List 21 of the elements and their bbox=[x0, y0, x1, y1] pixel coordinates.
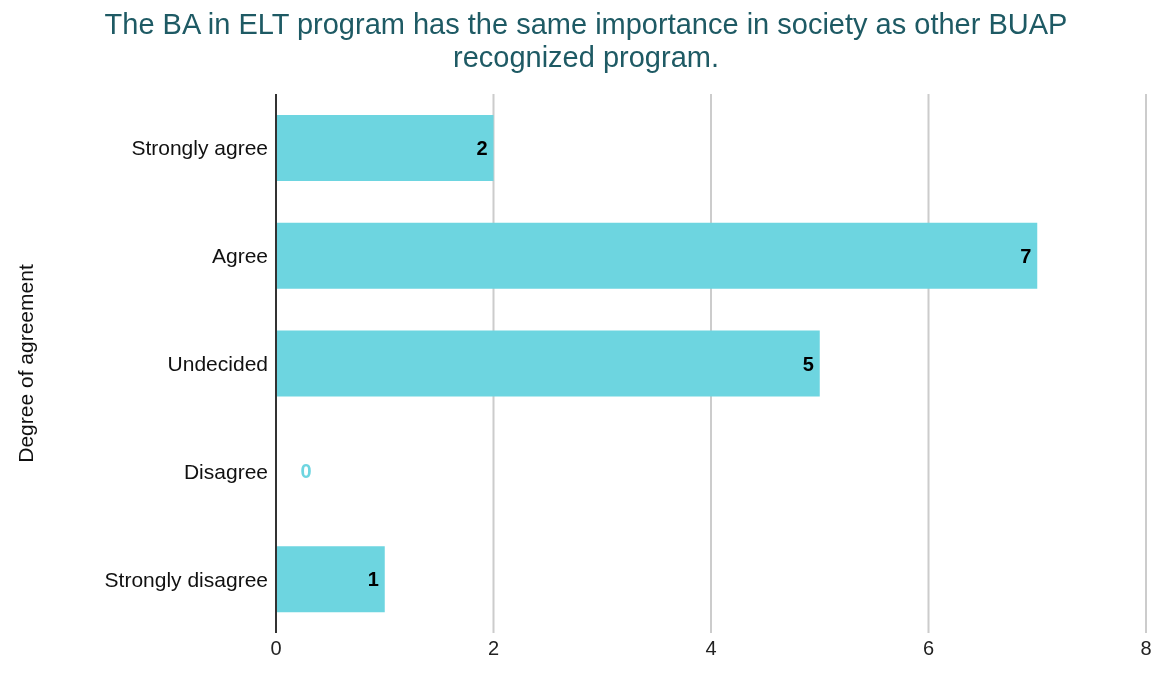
data-label: 0 bbox=[300, 460, 312, 483]
chart-title: The BA in ELT program has the same importance in society as other BUAP recognized program. bbox=[103, 8, 1069, 75]
y-tick-label: Strongly disagree bbox=[104, 567, 268, 591]
x-tick-label: 4 bbox=[705, 637, 717, 660]
y-tick-label: Strongly agree bbox=[131, 136, 268, 160]
data-label: 7 bbox=[1020, 244, 1032, 267]
y-axis-title: Degree of agreement bbox=[14, 264, 38, 463]
bar bbox=[276, 546, 385, 613]
bar bbox=[276, 115, 494, 181]
y-tick-label: Undecided bbox=[167, 351, 268, 375]
x-tick-label: 0 bbox=[270, 637, 282, 660]
bar bbox=[276, 330, 820, 397]
bar bbox=[276, 222, 1038, 289]
x-tick-label: 2 bbox=[487, 637, 500, 660]
x-tick-label: 6 bbox=[922, 637, 935, 660]
x-tick-label: 8 bbox=[1140, 637, 1152, 660]
y-tick-label: Agree bbox=[211, 244, 268, 268]
data-label: 1 bbox=[367, 568, 379, 591]
data-label: 5 bbox=[802, 352, 814, 375]
data-label: 2 bbox=[476, 136, 488, 159]
y-tick-label: Disagree bbox=[183, 459, 268, 483]
